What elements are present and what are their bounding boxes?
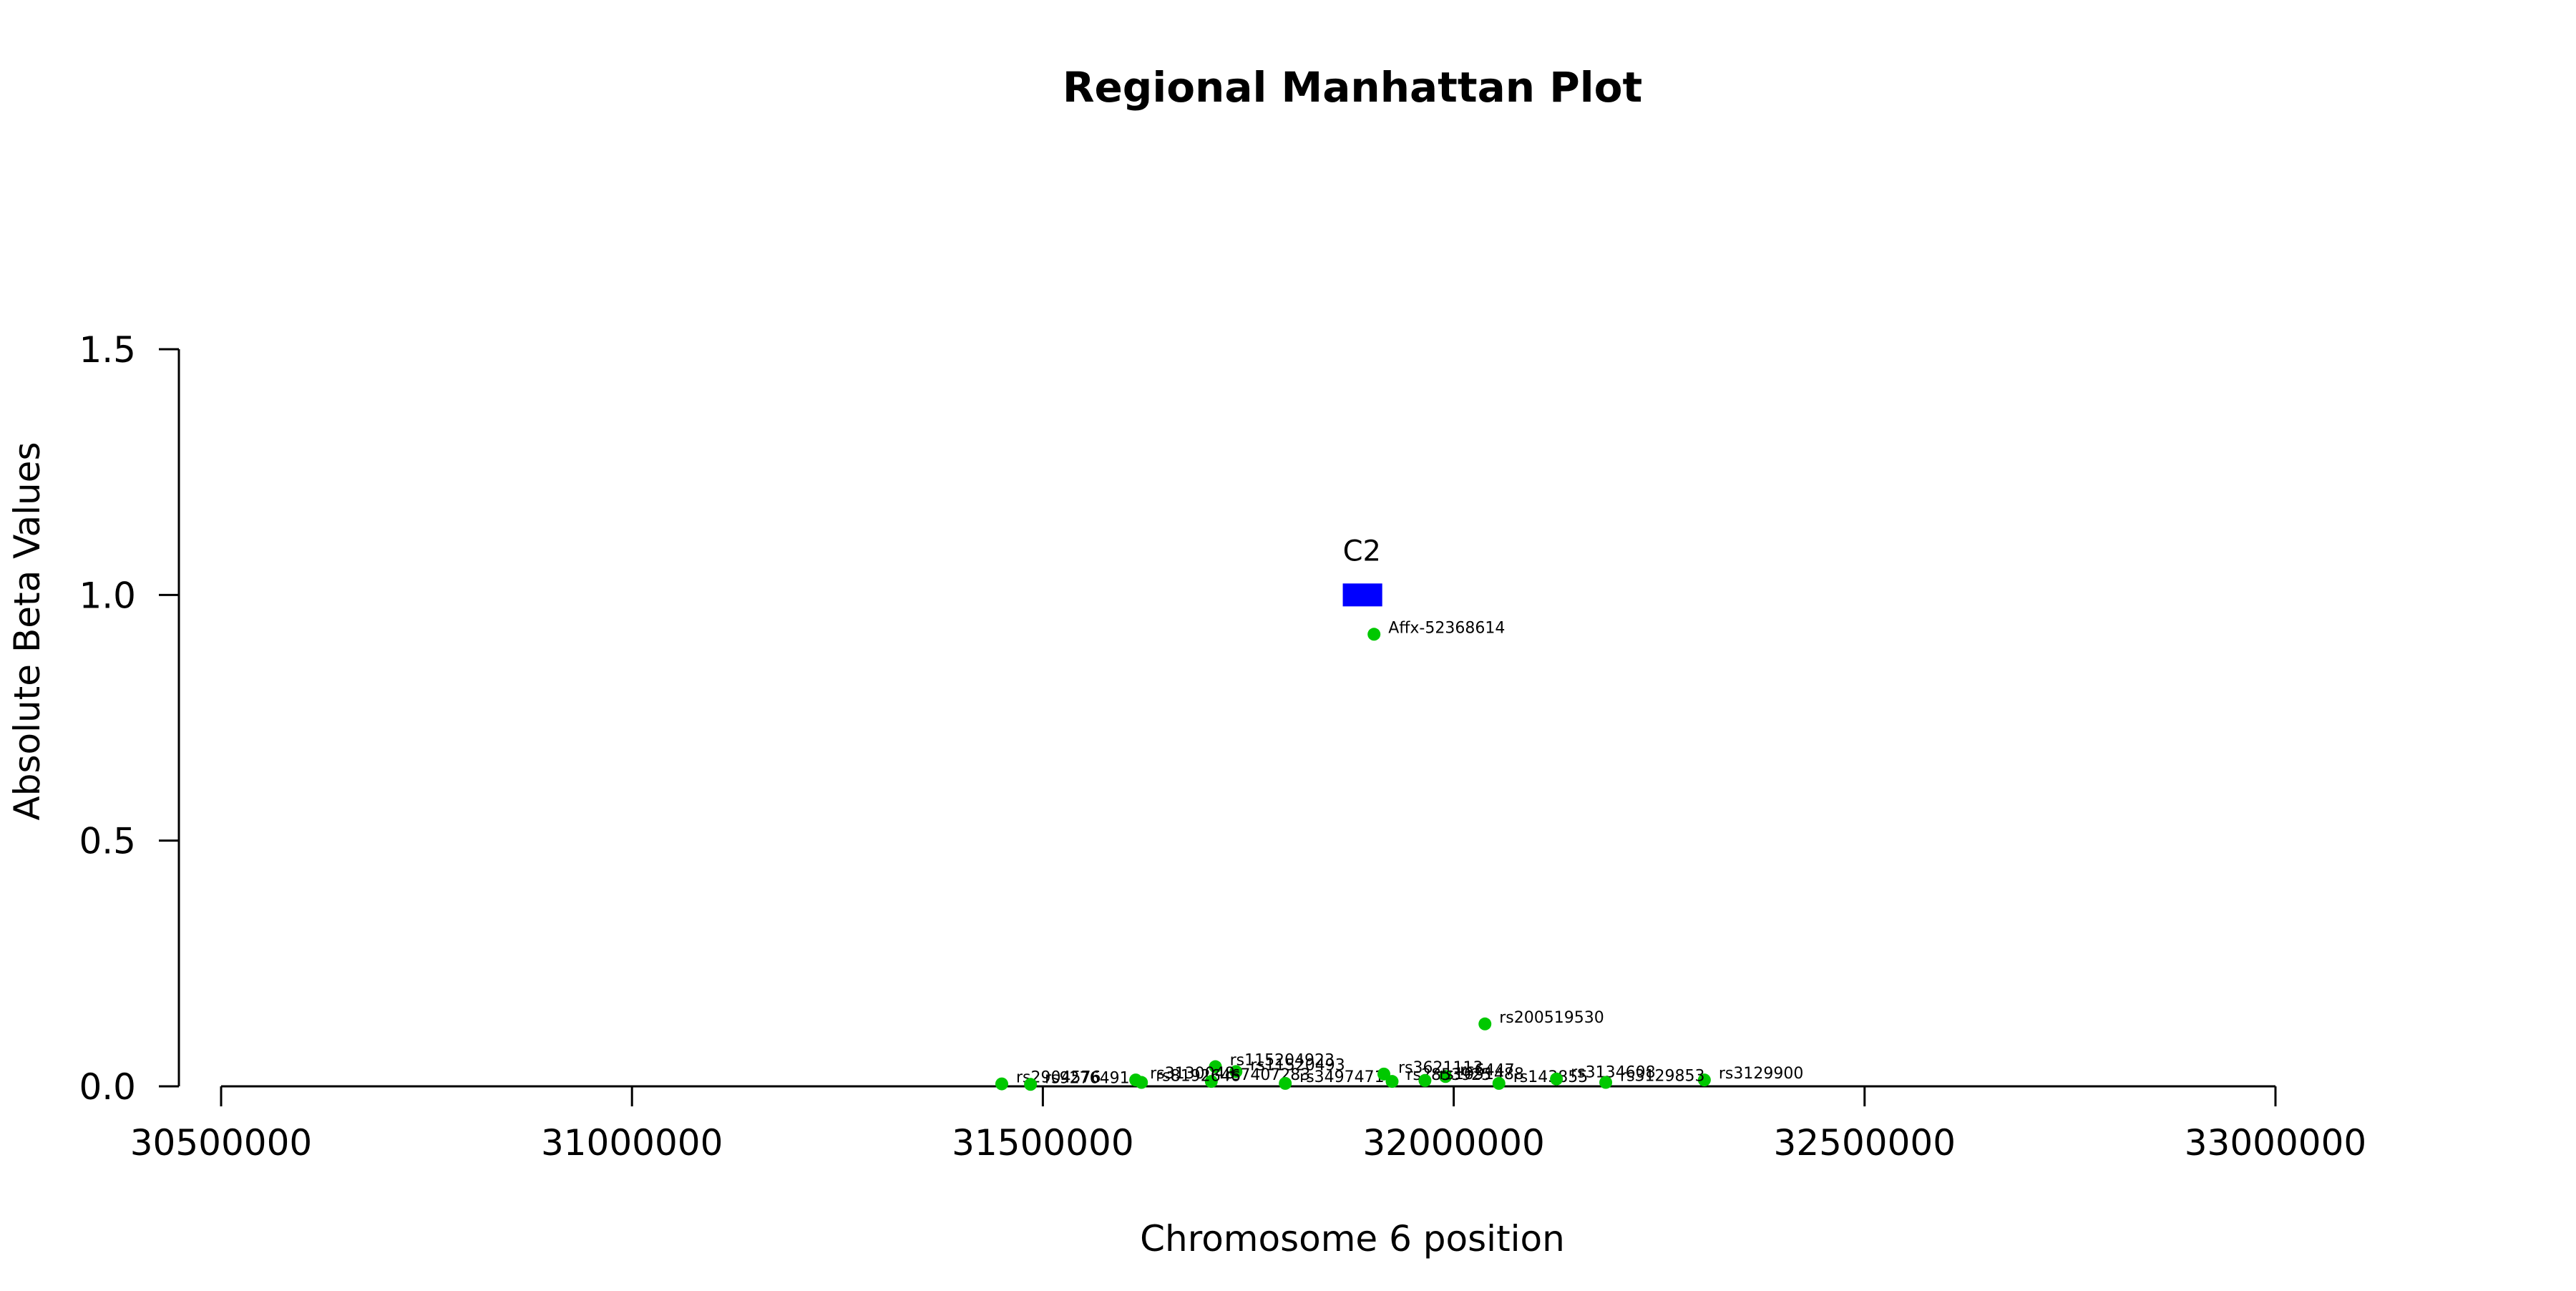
x-tick-label: 33000000: [2185, 1122, 2367, 1164]
snp-point: [1550, 1072, 1563, 1086]
snp-label: rs3129900: [1719, 1065, 1804, 1083]
snp-label: rs8192646: [1156, 1068, 1241, 1086]
snp-point: [1209, 1060, 1222, 1073]
snp-point: [1385, 1075, 1399, 1088]
y-tick-label: 1.5: [79, 329, 136, 371]
snp-point: [1229, 1065, 1243, 1078]
y-tick-label: 0.0: [79, 1066, 136, 1108]
snp-point: [1377, 1067, 1390, 1081]
x-tick-label: 30500000: [130, 1122, 313, 1164]
snp-point: [1135, 1076, 1148, 1089]
snp-label: rs9276491: [1045, 1069, 1130, 1087]
snp-label: rs200519530: [1499, 1009, 1604, 1027]
snp-label: rs7407283: [1226, 1066, 1311, 1084]
snp-point: [1279, 1076, 1292, 1090]
gene-track: C2: [1342, 535, 1382, 607]
snp-point: [1024, 1078, 1038, 1091]
x-tick-label: 32000000: [1362, 1122, 1545, 1164]
snp-label: rs3130048: [1150, 1065, 1235, 1083]
snp-point: [1418, 1073, 1432, 1087]
snp-point: [1439, 1070, 1453, 1083]
snp-point: [1492, 1076, 1506, 1090]
snp-point: [1367, 628, 1381, 641]
snp-label: rs115204923: [1230, 1052, 1335, 1070]
x-axis-label: Chromosome 6 position: [1140, 1218, 1565, 1260]
snp-point: [1204, 1075, 1218, 1088]
snp-point: [1478, 1017, 1492, 1031]
gene-label: C2: [1343, 535, 1381, 567]
chart-title: Regional Manhattan Plot: [1063, 63, 1642, 112]
snp-label: rs1051488: [1439, 1066, 1524, 1083]
axes: 30500000 31000000 31500000 32000000 32500000…: [79, 329, 2366, 1164]
snp-label: rs3497471: [1299, 1068, 1385, 1086]
y-tick-label: 1.0: [79, 575, 136, 616]
snp-point: [1697, 1073, 1711, 1087]
gene-bar: [1342, 583, 1382, 607]
y-tick-label: 0.5: [79, 821, 136, 862]
snp-label: Affx-52368614: [1388, 619, 1505, 637]
data-points: Affx-52368614 rs200519530 rs3129900 rs11520…: [995, 619, 1803, 1091]
snp-label: rs3134608: [1571, 1064, 1656, 1082]
snp-point: [1599, 1076, 1613, 1089]
x-tick-label: 31500000: [952, 1122, 1134, 1164]
snp-label: rs11520493: [1250, 1056, 1345, 1074]
snp-label: rs3129853: [1620, 1068, 1705, 1086]
x-tick-label: 31000000: [541, 1122, 723, 1164]
snp-point: [995, 1077, 1008, 1091]
snp-label: rs6447: [1460, 1061, 1515, 1079]
y-axis-label: Absolute Beta Values: [6, 442, 48, 821]
x-tick-label: 32500000: [1774, 1122, 1956, 1164]
